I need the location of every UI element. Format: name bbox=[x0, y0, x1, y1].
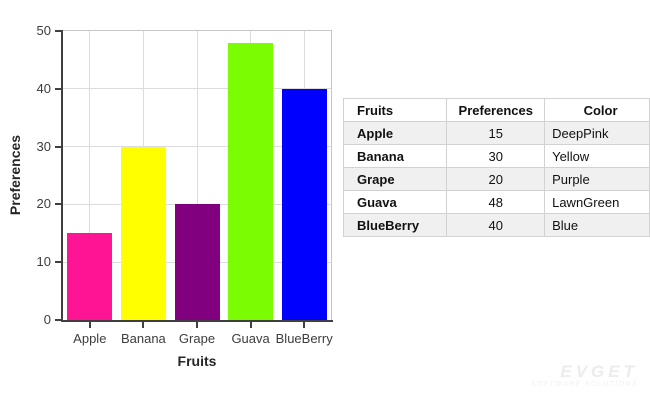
table-row-blueberry: BlueBerry 40 Blue bbox=[342, 213, 650, 237]
table-cell: 30 bbox=[446, 144, 546, 168]
table-cell: Yellow bbox=[544, 144, 650, 168]
plot-top-border bbox=[63, 30, 332, 31]
y-gridline bbox=[63, 146, 331, 148]
y-tick bbox=[55, 261, 61, 264]
y-axis-line bbox=[61, 30, 63, 322]
y-tick-label: 40 bbox=[36, 80, 51, 96]
table-cell: Blue bbox=[544, 213, 650, 237]
table-cell: 15 bbox=[446, 121, 546, 145]
fruit-preferences-table: Fruits Preferences Color Apple 15 DeepPink Ba… bbox=[342, 98, 650, 237]
bar-guava bbox=[228, 43, 273, 320]
table-header-fruits: Fruits bbox=[342, 98, 448, 122]
x-tick bbox=[303, 322, 306, 328]
bar-grape bbox=[175, 204, 220, 320]
x-tick bbox=[249, 322, 252, 328]
evget-logo-text: EVGET bbox=[560, 362, 638, 381]
y-tick-label: 0 bbox=[43, 312, 51, 327]
table-header-row: Fruits Preferences Color bbox=[342, 98, 650, 122]
table-header-color: Color bbox=[544, 98, 650, 122]
table-cell: Purple bbox=[544, 167, 650, 191]
x-tick bbox=[142, 322, 145, 328]
y-tick-label: 50 bbox=[36, 23, 51, 38]
y-tick bbox=[55, 319, 61, 321]
bar-banana bbox=[121, 147, 166, 320]
table-cell: Apple bbox=[342, 121, 448, 145]
table-cell: LawnGreen bbox=[544, 190, 650, 214]
plot-area bbox=[63, 31, 331, 320]
x-gridline bbox=[89, 31, 91, 320]
table-row-apple: Apple 15 DeepPink bbox=[342, 121, 650, 145]
y-tick-label: 20 bbox=[36, 196, 51, 212]
table-row-grape: Grape 20 Purple bbox=[342, 167, 650, 191]
x-tick bbox=[88, 322, 91, 328]
table-row-guava: Guava 48 LawnGreen bbox=[342, 190, 650, 214]
y-tick bbox=[55, 30, 61, 32]
y-axis-title: Preferences bbox=[7, 134, 23, 216]
table-cell: BlueBerry bbox=[342, 213, 448, 237]
x-category-label: BlueBerry bbox=[275, 331, 333, 346]
table-cell: 40 bbox=[446, 213, 546, 237]
y-tick bbox=[55, 87, 61, 90]
table-cell: Guava bbox=[342, 190, 448, 214]
y-gridline bbox=[63, 88, 331, 90]
y-tick-label: 30 bbox=[36, 138, 51, 154]
bar-apple bbox=[67, 233, 112, 320]
table-header-preferences: Preferences bbox=[446, 98, 546, 122]
x-category-label: Banana bbox=[120, 331, 166, 346]
x-category-label: Apple bbox=[73, 331, 107, 346]
x-axis-title: Fruits bbox=[177, 353, 217, 369]
y-tick bbox=[55, 203, 61, 206]
evget-watermark: EVGET SOFTWARE SOLUTIONS bbox=[530, 362, 638, 389]
y-tick-label: 10 bbox=[36, 254, 51, 270]
table-row-banana: Banana 30 Yellow bbox=[342, 144, 650, 168]
x-gridline bbox=[196, 31, 198, 320]
x-category-label: Guava bbox=[231, 331, 270, 346]
x-tick bbox=[196, 322, 198, 328]
table-cell: 20 bbox=[446, 167, 546, 191]
bar-blueberry bbox=[282, 89, 327, 320]
y-tick bbox=[55, 145, 61, 148]
x-axis-line bbox=[61, 320, 333, 322]
plot-right-border bbox=[331, 31, 332, 320]
x-category-label: Grape bbox=[178, 331, 216, 346]
table-cell: 48 bbox=[446, 190, 546, 214]
table-cell: Banana bbox=[342, 144, 448, 168]
table-cell: Grape bbox=[342, 167, 448, 191]
evget-tagline-text: SOFTWARE SOLUTIONS bbox=[530, 381, 638, 388]
table-cell: DeepPink bbox=[544, 121, 650, 145]
